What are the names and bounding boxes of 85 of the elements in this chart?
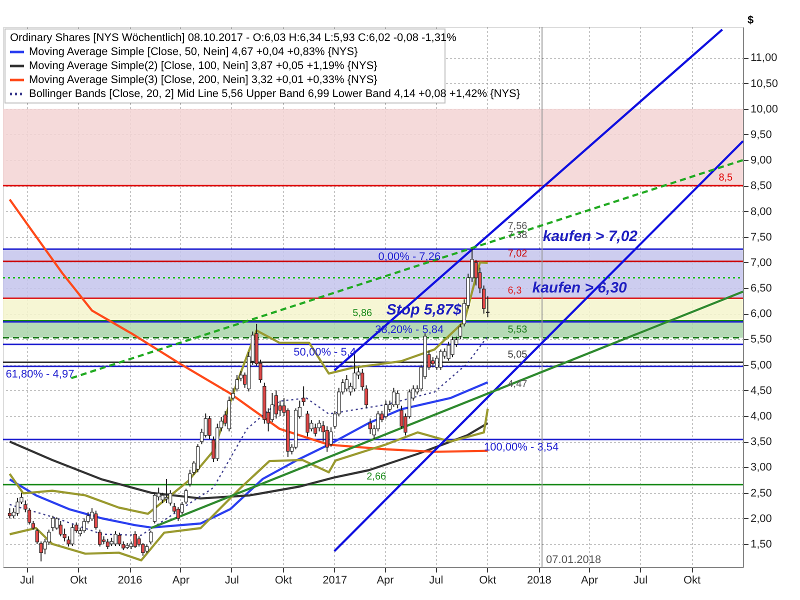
annotation: 8,5: [718, 172, 734, 184]
candlestick: [306, 410, 310, 437]
y-tick-label: 4,00: [750, 410, 772, 423]
candlestick: [325, 426, 329, 452]
y-tick-label: 6,00: [750, 308, 772, 320]
x-tick-label: Okt: [274, 574, 292, 586]
legend-label: Bollinger Bands [Close, 20, 2] Mid Line 5,56 Upper Band 6,99 Lower Band 4,14 +0,08 +1,42% {NYS}: [29, 88, 520, 100]
y-tick-label: 8,50: [750, 180, 772, 192]
y-tick-label: 4,50: [750, 384, 772, 397]
candlestick: [16, 497, 20, 516]
candlestick: [145, 543, 149, 554]
candlestick: [94, 510, 98, 530]
candlestick: [114, 530, 118, 547]
ref-line-label: 07.01.2018: [546, 554, 602, 566]
annotation: 7,02: [508, 248, 528, 260]
y-tick-label: 3,50: [750, 436, 772, 448]
annotation: 5,86: [352, 308, 373, 319]
annotation: 4,47: [508, 378, 528, 390]
candlestick: [450, 336, 454, 358]
x-tick-label: 2017: [322, 574, 348, 586]
candlestick: [302, 386, 306, 406]
x-tick-label: Jul: [20, 574, 34, 586]
chart-title: Ordinary Shares [NYS Wöchentlich] 08.10.2017 - O:6,03 H:6,34 L:5,93 C:6,02 -0,08 -1,31%: [10, 32, 457, 44]
legend-label: Moving Average Simple(3) [Close, 200, Nein] 3,32 +0,01 +0,33% {NYS}: [29, 74, 378, 86]
candlestick: [435, 355, 439, 370]
candlestick: [314, 423, 318, 437]
x-tick-label: Okt: [683, 574, 701, 586]
y-tick-label: 11,00: [750, 52, 778, 64]
candlestick: [344, 374, 348, 392]
legend-label: Moving Average Simple(2) [Close, 100, Nein] 3,87 +0,05 +1,19% {NYS}: [29, 60, 378, 72]
x-tick-label: Okt: [479, 574, 496, 586]
annotation: 100,00% - 3,54: [484, 442, 559, 454]
candlestick: [98, 529, 102, 548]
x-tick-label: Jul: [224, 574, 239, 586]
candlestick: [329, 426, 333, 448]
candlestick: [148, 530, 153, 544]
candlestick: [384, 400, 388, 420]
x-tick-label: Okt: [70, 574, 88, 586]
annotation: 2,66: [366, 472, 387, 483]
candlestick: [70, 524, 74, 547]
annotation: 61,80% - 4,97: [6, 368, 74, 380]
candlestick: [51, 515, 55, 532]
annotation: 5,53: [508, 324, 528, 336]
x-tick-label: Apr: [172, 574, 190, 586]
annotation: 6,3: [508, 285, 522, 296]
candlestick: [438, 348, 443, 370]
annotation: 5,05: [508, 349, 528, 360]
y-tick-label: 10,50: [750, 78, 778, 90]
x-tick-label: Apr: [376, 574, 394, 586]
y-tick-label: 2,00: [750, 512, 772, 525]
candlestick: [164, 478, 168, 504]
y-tick-label: 9,50: [750, 128, 772, 141]
x-tick-label: Apr: [581, 574, 598, 586]
candlestick: [208, 416, 212, 440]
candlestick: [133, 530, 137, 549]
x-tick-label: Jul: [429, 574, 444, 586]
y-tick-label: 7,50: [750, 231, 772, 244]
y-axis-title: $: [748, 14, 754, 26]
y-tick-label: 3,00: [750, 462, 772, 474]
candlestick: [106, 538, 110, 550]
y-tick-label: 1,50: [750, 538, 772, 550]
y-tick-label: 9,00: [750, 154, 772, 167]
x-tick-label: Jul: [633, 574, 648, 586]
y-tick-label: 5,50: [750, 334, 772, 346]
y-tick-label: 8,00: [750, 206, 772, 218]
annotation: kaufen > 7,02: [542, 228, 638, 246]
candlestick: [458, 323, 462, 340]
candlestick: [431, 356, 435, 368]
y-tick-label: 6,50: [750, 282, 772, 295]
annotation: kaufen > 6,30: [532, 279, 628, 296]
y-tick-label: 10,00: [750, 103, 778, 116]
candlestick: [118, 532, 122, 547]
legend-label: Moving Average Simple [Close, 50, Nein] 4,67 +0,04 +0,83% {NYS}: [29, 46, 358, 58]
x-tick-label: 2018: [526, 574, 552, 586]
candlestick: [8, 508, 12, 519]
candlestick: [396, 390, 400, 409]
annotation: 0,00% - 7,26: [378, 251, 441, 264]
y-tick-label: 7,00: [750, 256, 772, 269]
y-tick-label: 2,50: [750, 487, 772, 500]
candlestick: [196, 444, 200, 473]
annotation: 7,56: [508, 220, 528, 232]
y-tick-label: 5,00: [750, 359, 772, 372]
candlestick: [274, 390, 278, 420]
candlestick: [204, 412, 208, 438]
x-tick-label: 2016: [118, 574, 142, 586]
